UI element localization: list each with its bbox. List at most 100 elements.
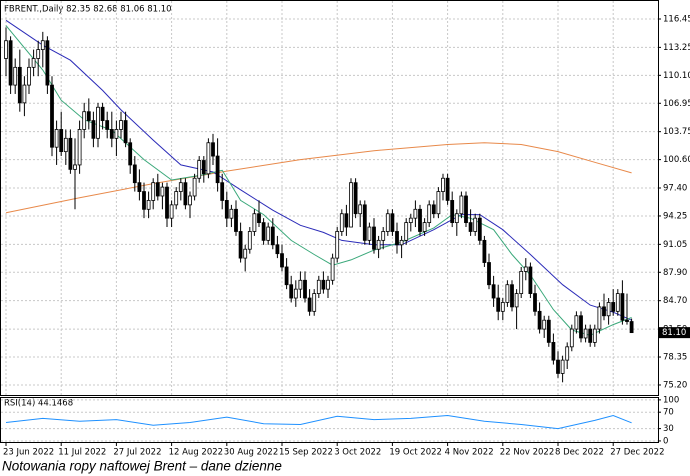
candle-body: [602, 306, 606, 317]
candle-body: [454, 213, 459, 224]
candle-body: [54, 129, 59, 148]
candle-body: [174, 191, 179, 206]
candle-body: [335, 231, 340, 259]
candle-body: [275, 244, 280, 255]
candle-body: [569, 328, 574, 348]
candle-body: [629, 321, 634, 334]
candle-body: [229, 208, 234, 219]
candle-body: [316, 279, 321, 294]
candle-body: [422, 222, 427, 232]
y-tick-label: 87.90: [663, 268, 687, 278]
candle-body: [500, 302, 505, 312]
candle-body: [63, 137, 68, 153]
moving-average: [5, 25, 632, 336]
candle-body: [178, 182, 183, 192]
candle-body: [82, 111, 87, 130]
x-tick-label: 8 Dec 2022: [555, 448, 604, 458]
candle-body: [68, 137, 73, 170]
candle-body: [45, 40, 50, 86]
moving-average: [5, 142, 632, 214]
candle-body: [142, 191, 146, 210]
candle-body: [206, 142, 211, 175]
y-tick-label: 75.20: [663, 380, 687, 390]
candle-body: [464, 195, 468, 224]
candle-body: [611, 302, 616, 312]
candle-body: [165, 186, 169, 219]
candle-body: [583, 328, 588, 339]
candle-body: [477, 217, 482, 241]
candle-body: [431, 204, 436, 215]
candle-body: [183, 182, 188, 206]
candle-body: [151, 182, 156, 201]
candle-body: [588, 328, 593, 343]
y-tick-label: 0: [663, 436, 668, 446]
candle-body: [418, 208, 422, 232]
candle-body: [13, 66, 18, 86]
candle-body: [427, 204, 432, 224]
y-tick-label: 110.10: [663, 71, 690, 81]
candle-body: [606, 302, 611, 317]
candle-body: [211, 142, 215, 157]
candle-body: [160, 186, 165, 197]
rsi-line: [5, 414, 632, 430]
candle-body: [326, 279, 330, 290]
candle-body: [238, 231, 243, 259]
x-tick-label: 19 Oct 2022: [389, 448, 442, 458]
y-tick-label: 106.95: [663, 99, 690, 109]
candle-body: [289, 284, 294, 299]
candle-body: [252, 213, 257, 232]
x-tick-label: 3 Oct 2022: [334, 448, 381, 458]
candle-body: [220, 182, 225, 201]
candle-body: [620, 293, 625, 321]
candle-body: [353, 182, 358, 215]
rsi-title: RSI(14) 44.1468: [4, 399, 73, 409]
candle-body: [367, 226, 372, 241]
candle-body: [445, 177, 450, 201]
candle-body: [408, 217, 413, 224]
candle-body: [119, 120, 123, 130]
candle-body: [132, 164, 137, 184]
candle-body: [385, 213, 390, 232]
candle-body: [307, 297, 312, 312]
rsi-panel-frame: [0, 397, 659, 443]
candle-body: [123, 120, 128, 144]
candle-body: [597, 306, 602, 330]
candle-body: [50, 84, 54, 148]
candle-body: [510, 284, 514, 308]
candle-body: [270, 226, 275, 246]
candle-body: [22, 84, 27, 104]
candle-body: [390, 213, 395, 232]
candle-body: [243, 248, 248, 259]
candle-body: [339, 213, 344, 232]
candle-body: [257, 213, 261, 224]
y-tick-label: 116.45: [663, 14, 690, 24]
candle-body: [505, 284, 510, 303]
candle-body: [404, 222, 409, 241]
candle-body: [376, 239, 381, 250]
candle-body: [192, 177, 197, 197]
candle-body: [224, 200, 229, 219]
candle-body: [298, 279, 303, 290]
price-panel-frame: [0, 0, 659, 396]
candle-body: [77, 129, 82, 166]
candle-body: [293, 288, 298, 299]
candle-body: [8, 40, 13, 86]
candle-body: [234, 208, 238, 232]
chart-title: FBRENT.,Daily 82.35 82.68 81.06 81.10: [4, 5, 172, 15]
candle-body: [128, 142, 133, 166]
candle-body: [261, 222, 266, 241]
candle-body: [17, 66, 22, 104]
candle-body: [399, 239, 404, 246]
candle-body: [473, 217, 478, 232]
candle-body: [358, 204, 363, 215]
candle-body: [519, 271, 524, 294]
current-price-label: 81.10: [662, 328, 686, 338]
candle-body: [303, 279, 307, 299]
candle-body: [362, 204, 367, 241]
x-tick-label: 12 Aug 2022: [169, 448, 223, 458]
candle-body: [625, 319, 629, 322]
candle-body: [266, 226, 271, 241]
candle-body: [487, 262, 491, 286]
candle-body: [615, 293, 620, 312]
